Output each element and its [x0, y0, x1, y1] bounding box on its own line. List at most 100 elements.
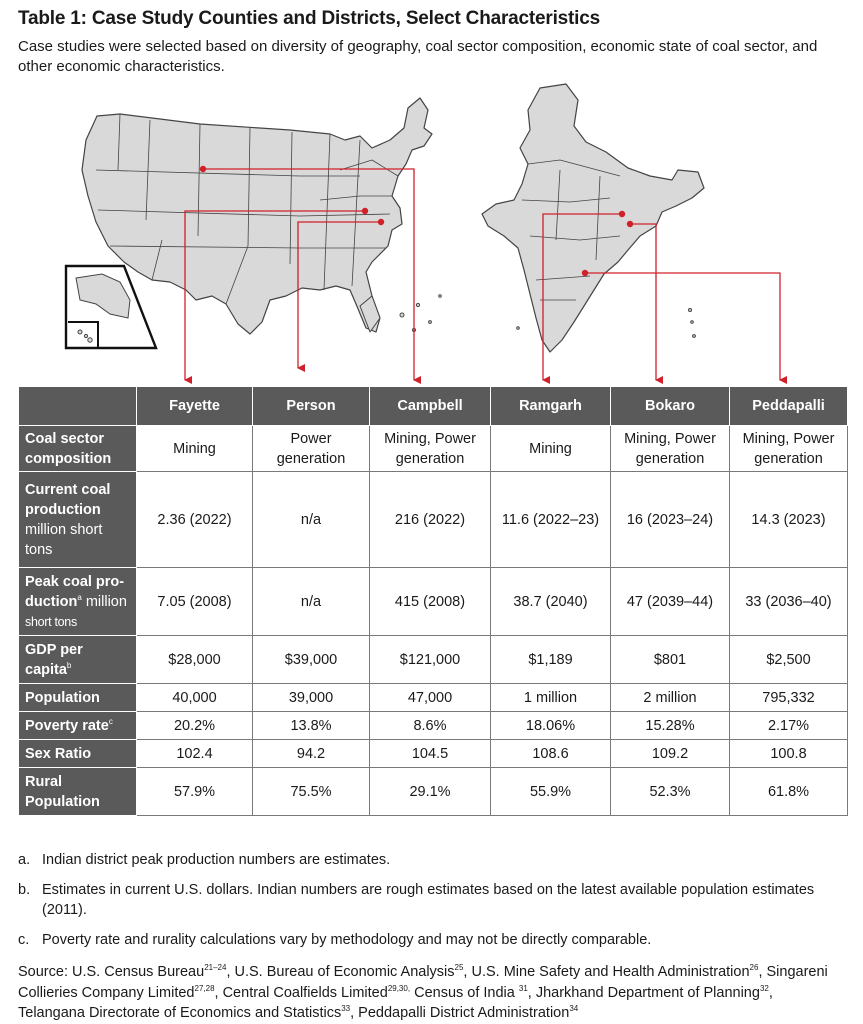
column-header: Fayette	[136, 386, 253, 426]
table-cell: Power generation	[252, 425, 370, 472]
table-cell: 15.28%	[610, 711, 730, 740]
row-header: Peak coal pro- ductiona million short to…	[18, 567, 137, 636]
citation-ref: 32	[759, 983, 769, 993]
table-row: Current coal production million short to…	[18, 471, 848, 568]
table-row: Coal sector composition Mining Power gen…	[18, 425, 848, 472]
footnote-marker: b	[66, 660, 72, 670]
citation-ref: 33	[341, 1004, 351, 1014]
table-corner-cell	[18, 386, 137, 426]
column-header: Ramgarh	[490, 386, 611, 426]
row-label: Peak coal pro-	[25, 573, 125, 590]
table-cell: Mining	[136, 425, 253, 472]
characteristics-table: Fayette Person Campbell Ramgarh Bokaro P…	[18, 386, 848, 816]
table-cell: $801	[610, 635, 730, 684]
location-markers	[199, 165, 634, 277]
footnote-label: b.	[18, 882, 31, 898]
footnote: b. Estimates in current U.S. dollars. In…	[18, 880, 843, 920]
source-text: Census of India	[410, 984, 519, 1001]
row-label: Current coal production	[25, 481, 111, 518]
table-row: Peak coal pro- ductiona million short to…	[18, 567, 848, 636]
table-cell: 61.8%	[729, 767, 848, 816]
table-cell: 109.2	[610, 739, 730, 768]
table-cell: 29.1%	[369, 767, 491, 816]
person-marker	[377, 218, 385, 226]
table-cell: 7.05 (2008)	[136, 567, 253, 636]
footnotes: a. Indian district peak production numbe…	[18, 850, 843, 960]
table-cell: Mining	[490, 425, 611, 472]
column-header: Peddapalli	[729, 386, 848, 426]
table-cell: 216 (2022)	[369, 471, 491, 568]
table-cell: 13.8%	[252, 711, 370, 740]
row-unit: short tons	[25, 614, 77, 629]
table-cell: $28,000	[136, 635, 253, 684]
row-header: Rural Population	[18, 767, 137, 816]
table-cell: 18.06%	[490, 711, 611, 740]
row-header: Poverty ratec	[18, 711, 137, 740]
united-states-map	[81, 97, 442, 335]
table-cell: 104.5	[369, 739, 491, 768]
table-cell: 14.3 (2023)	[729, 471, 848, 568]
bokaro-marker	[626, 220, 634, 228]
source-text: , Singareni Collieries Company Limited	[18, 964, 828, 1001]
row-label: duction	[25, 593, 78, 610]
footnote: c. Poverty rate and rurality calculation…	[18, 930, 843, 950]
row-header: Current coal production million short to…	[18, 471, 137, 568]
citation-ref: 29,30,	[387, 983, 411, 993]
table-row: Rural Population 57.9% 75.5% 29.1% 55.9%…	[18, 767, 848, 816]
row-label: Poverty rate	[25, 717, 109, 734]
table-cell: $2,500	[729, 635, 848, 684]
source-text: , Peddapalli District Administration	[350, 1005, 570, 1021]
footnote-text: Estimates in current U.S. dollars. India…	[42, 882, 815, 918]
row-unit: million short tons	[25, 521, 103, 558]
footnote-marker: a	[77, 592, 82, 602]
table-cell: 1 million	[490, 683, 611, 712]
table-cell: 75.5%	[252, 767, 370, 816]
table-cell: 16 (2023–24)	[610, 471, 730, 568]
table-cell: 47 (2039–44)	[610, 567, 730, 636]
column-header: Campbell	[369, 386, 491, 426]
table-cell: 415 (2008)	[369, 567, 491, 636]
footnote-label: c.	[18, 932, 30, 948]
citation-ref: 21–24	[204, 963, 227, 973]
citation-ref: 34	[569, 1004, 579, 1014]
source-text: , U.S. Bureau of Economic Analysis	[226, 964, 455, 980]
table-cell: 795,332	[729, 683, 848, 712]
table-header-row: Fayette Person Campbell Ramgarh Bokaro P…	[18, 386, 848, 426]
table-cell: 47,000	[369, 683, 491, 712]
table-cell: 52.3%	[610, 767, 730, 816]
citation-ref: 26	[749, 963, 759, 973]
column-header: Person	[252, 386, 370, 426]
maps-figure	[64, 83, 787, 384]
table-cell: 11.6 (2022–23)	[490, 471, 611, 568]
peddapalli-marker	[581, 269, 589, 277]
row-header: Sex Ratio	[18, 739, 137, 768]
table-row: Population 40,000 39,000 47,000 1 millio…	[18, 683, 848, 712]
citation-ref: 31	[518, 983, 528, 993]
source-text: , Jharkhand Department of Planning	[527, 984, 760, 1001]
table-row: Poverty ratec 20.2% 13.8% 8.6% 18.06% 15…	[18, 711, 848, 740]
source-text: Source: U.S. Census Bureau	[18, 964, 205, 980]
row-header: Population	[18, 683, 137, 712]
footnote: a. Indian district peak production numbe…	[18, 850, 843, 870]
row-header: Coal sector composition	[18, 425, 137, 472]
india-map	[481, 83, 705, 353]
table-cell: 108.6	[490, 739, 611, 768]
footnote-text: Poverty rate and rurality calculations v…	[42, 932, 652, 948]
footnote-marker: c	[108, 716, 113, 726]
column-header: Bokaro	[610, 386, 730, 426]
alaska-hawaii-inset	[64, 264, 158, 350]
source-text: , U.S. Mine Safety and Health Administra…	[463, 964, 750, 980]
table-cell: $121,000	[369, 635, 491, 684]
table-cell: 57.9%	[136, 767, 253, 816]
table-cell: 94.2	[252, 739, 370, 768]
table-cell: Mining, Power generation	[729, 425, 848, 472]
campbell-marker	[199, 165, 207, 173]
table-cell: 20.2%	[136, 711, 253, 740]
table-row: Sex Ratio 102.4 94.2 104.5 108.6 109.2 1…	[18, 739, 848, 768]
location-connectors	[184, 168, 787, 384]
table-row: GDP per capitab $28,000 $39,000 $121,000…	[18, 635, 848, 684]
source-text: , Central Coalfields Limited	[214, 984, 388, 1001]
row-unit: million	[81, 593, 127, 610]
table-cell: 55.9%	[490, 767, 611, 816]
table-cell: n/a	[252, 567, 370, 636]
